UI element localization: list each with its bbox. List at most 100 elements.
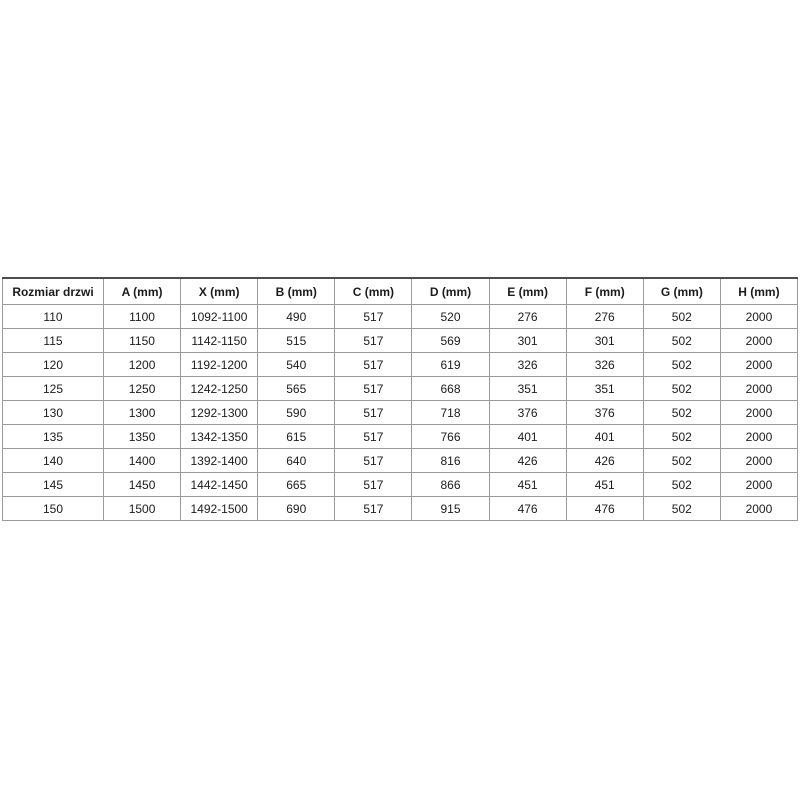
column-header: G (mm) [642, 277, 721, 305]
table-cell: 451 [488, 472, 567, 497]
column-header: B (mm) [257, 277, 336, 305]
table-cell: 125 [2, 376, 104, 401]
table-cell: 502 [642, 304, 721, 329]
table-cell: 1092-1100 [180, 304, 259, 329]
table-cell: 502 [642, 496, 721, 521]
table-cell: 2000 [719, 352, 799, 377]
table-cell: 565 [257, 376, 336, 401]
table-header: Rozmiar drzwi A (mm) X (mm) B (mm) C (mm) D (… [2, 277, 799, 305]
table-cell: 2000 [719, 304, 799, 329]
table-row: 140 1400 1392-1400 640 517 816 426 426 502 2000 [2, 448, 799, 473]
table-cell: 1342-1350 [180, 424, 259, 449]
table-cell: 502 [642, 400, 721, 425]
table-cell: 130 [2, 400, 104, 425]
table-row: 145 1450 1442-1450 665 517 866 451 451 502 2000 [2, 472, 799, 497]
table-row: 110 1100 1092-1100 490 517 520 276 276 502 2000 [2, 304, 799, 329]
table-cell: 150 [2, 496, 104, 521]
table-cell: 718 [411, 400, 490, 425]
table-cell: 451 [565, 472, 644, 497]
table-row: 150 1500 1492-1500 690 517 915 476 476 502 2000 [2, 496, 799, 521]
table-cell: 145 [2, 472, 104, 497]
table-cell: 351 [565, 376, 644, 401]
column-header: F (mm) [565, 277, 644, 305]
table-cell: 426 [565, 448, 644, 473]
table-cell: 120 [2, 352, 104, 377]
table-cell: 1442-1450 [180, 472, 259, 497]
table-cell: 276 [565, 304, 644, 329]
table-row: 130 1300 1292-1300 590 517 718 376 376 502 2000 [2, 400, 799, 425]
table-header-row: Rozmiar drzwi A (mm) X (mm) B (mm) C (mm) D (… [2, 277, 799, 305]
table-cell: 1350 [102, 424, 182, 449]
table-cell: 1100 [102, 304, 182, 329]
table-cell: 517 [334, 352, 413, 377]
table-cell: 619 [411, 352, 490, 377]
table-cell: 1400 [102, 448, 182, 473]
table-cell: 1150 [102, 328, 182, 353]
table-cell: 301 [488, 328, 567, 353]
table-cell: 1300 [102, 400, 182, 425]
table-cell: 502 [642, 376, 721, 401]
table-cell: 1292-1300 [180, 400, 259, 425]
table-cell: 1142-1150 [180, 328, 259, 353]
table-cell: 520 [411, 304, 490, 329]
table-cell: 2000 [719, 376, 799, 401]
table-cell: 2000 [719, 448, 799, 473]
table-cell: 301 [565, 328, 644, 353]
table-cell: 690 [257, 496, 336, 521]
table-cell: 1392-1400 [180, 448, 259, 473]
table-cell: 1250 [102, 376, 182, 401]
table-cell: 490 [257, 304, 336, 329]
table-cell: 502 [642, 448, 721, 473]
table-cell: 590 [257, 400, 336, 425]
table-cell: 615 [257, 424, 336, 449]
table-cell: 502 [642, 328, 721, 353]
table-cell: 1450 [102, 472, 182, 497]
table-cell: 326 [565, 352, 644, 377]
table-cell: 1192-1200 [180, 352, 259, 377]
door-dimensions-table: Rozmiar drzwi A (mm) X (mm) B (mm) C (mm) D (… [2, 277, 799, 521]
table-row: 135 1350 1342-1350 615 517 766 401 401 502 2000 [2, 424, 799, 449]
table-cell: 569 [411, 328, 490, 353]
table-cell: 140 [2, 448, 104, 473]
table-cell: 426 [488, 448, 567, 473]
table-cell: 401 [488, 424, 567, 449]
table-cell: 517 [334, 448, 413, 473]
table-cell: 915 [411, 496, 490, 521]
column-header: E (mm) [488, 277, 567, 305]
table-cell: 476 [565, 496, 644, 521]
table-cell: 502 [642, 352, 721, 377]
table-cell: 866 [411, 472, 490, 497]
table-cell: 401 [565, 424, 644, 449]
table-cell: 517 [334, 304, 413, 329]
table-cell: 517 [334, 328, 413, 353]
table-cell: 766 [411, 424, 490, 449]
table-cell: 135 [2, 424, 104, 449]
column-header: X (mm) [180, 277, 259, 305]
table-cell: 2000 [719, 496, 799, 521]
table-row: 125 1250 1242-1250 565 517 668 351 351 502 2000 [2, 376, 799, 401]
table-cell: 2000 [719, 424, 799, 449]
table-row: 115 1150 1142-1150 515 517 569 301 301 502 2000 [2, 328, 799, 353]
table-cell: 376 [565, 400, 644, 425]
table-cell: 515 [257, 328, 336, 353]
table-cell: 1492-1500 [180, 496, 259, 521]
table-cell: 517 [334, 376, 413, 401]
column-header: Rozmiar drzwi [2, 277, 104, 305]
table-body: 110 1100 1092-1100 490 517 520 276 276 502 2000 11… [2, 304, 799, 521]
column-header: H (mm) [719, 277, 799, 305]
table-cell: 2000 [719, 472, 799, 497]
table-cell: 276 [488, 304, 567, 329]
table-cell: 1200 [102, 352, 182, 377]
table-cell: 2000 [719, 328, 799, 353]
table-cell: 376 [488, 400, 567, 425]
table-cell: 115 [2, 328, 104, 353]
table-cell: 326 [488, 352, 567, 377]
column-header: A (mm) [102, 277, 182, 305]
table-cell: 502 [642, 472, 721, 497]
column-header: C (mm) [334, 277, 413, 305]
table-cell: 517 [334, 400, 413, 425]
table-cell: 668 [411, 376, 490, 401]
column-header: D (mm) [411, 277, 490, 305]
table-cell: 540 [257, 352, 336, 377]
